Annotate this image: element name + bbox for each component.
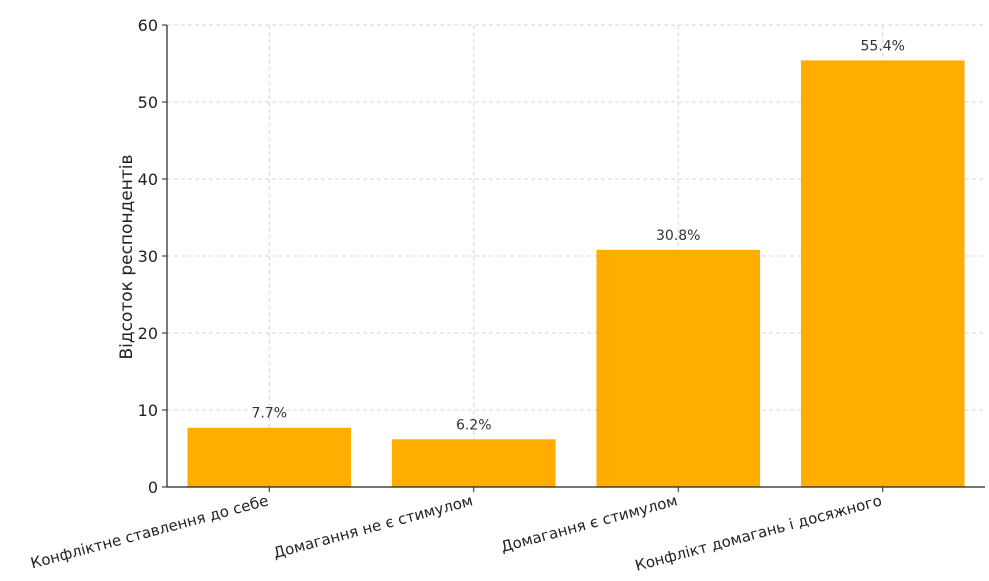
bar (187, 427, 352, 487)
bar (596, 249, 761, 487)
y-tick-label: 50 (138, 93, 158, 112)
y-tick-label: 0 (148, 478, 158, 497)
x-tick-labels: Конфліктне ставлення до себе Домагання не… (29, 487, 884, 575)
data-label: 30.8% (656, 228, 700, 244)
y-tick-label: 30 (138, 247, 158, 266)
y-tick-label: 60 (138, 16, 158, 35)
data-label: 55.4% (861, 38, 905, 54)
data-label: 6.2% (456, 417, 492, 433)
y-tick-labels: 0 10 20 30 40 50 60 (138, 16, 167, 497)
x-tick-label: Домагання є стимулом (499, 491, 679, 555)
data-labels: 7.7% 6.2% 30.8% 55.4% (251, 38, 905, 433)
y-tick-label: 40 (138, 170, 158, 189)
data-label: 7.7% (251, 406, 287, 422)
x-tick-label: Домагання не є стимулом (271, 491, 474, 562)
bar (391, 439, 556, 487)
bars (187, 60, 965, 488)
y-axis-title: Відсоток респондентів (117, 154, 137, 359)
y-tick-label: 20 (138, 324, 158, 343)
bar (800, 60, 965, 488)
y-tick-label: 10 (138, 401, 158, 420)
x-tick-label: Конфліктне ставлення до себе (29, 491, 271, 572)
